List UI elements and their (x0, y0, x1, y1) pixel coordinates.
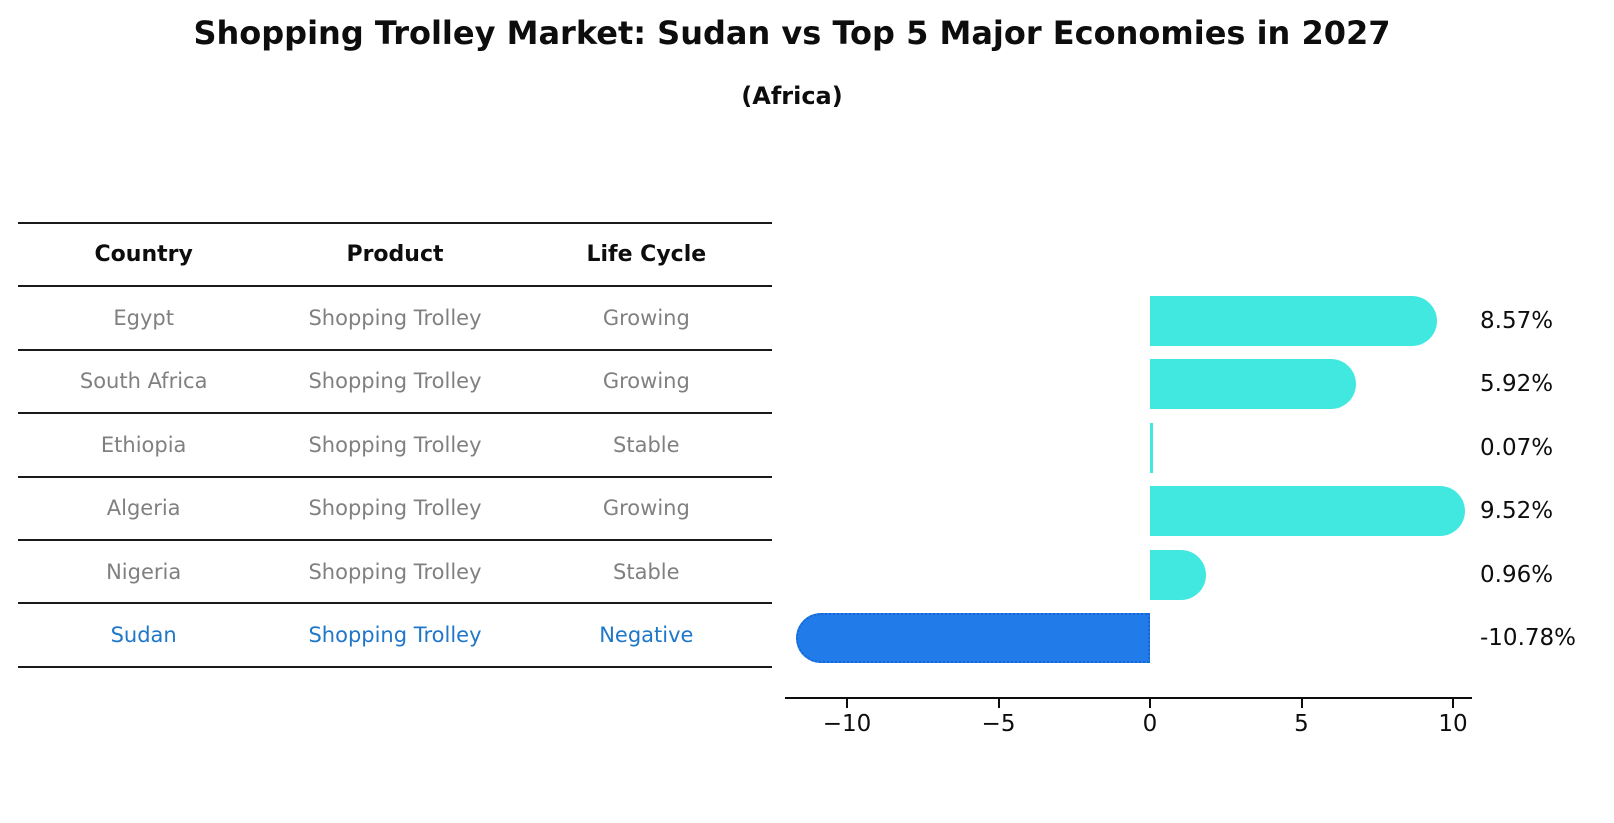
table-cell-product: Shopping Trolley (308, 432, 482, 457)
x-axis-tick (1452, 699, 1454, 708)
bar-egypt (1150, 296, 1437, 346)
table-cell-country: South Africa (79, 369, 208, 394)
table-cell-country: Ethiopia (100, 432, 187, 457)
table-row-sudan: Sudan Shopping Trolley Negative (18, 604, 772, 668)
bar-value-label: -10.78% (1480, 625, 1576, 651)
table-cell-product: Shopping Trolley (308, 623, 482, 648)
bar-value-label: 8.57% (1480, 308, 1554, 334)
bar-ethiopia (1150, 422, 1153, 473)
x-axis-tick-label: −5 (981, 711, 1016, 737)
x-axis-tick-label: 5 (1294, 711, 1309, 737)
table-cell-life-cycle: Stable (613, 559, 680, 584)
table-cell-life-cycle: Stable (613, 432, 680, 457)
table-header-row: Country Product Life Cycle (18, 224, 772, 288)
table-header-life-cycle: Life Cycle (586, 242, 707, 268)
table-row-ethiopia: Ethiopia Shopping Trolley Stable (18, 414, 772, 478)
table-row-south-africa: South Africa Shopping Trolley Growing (18, 351, 772, 415)
table-row-algeria: Algeria Shopping Trolley Growing (18, 478, 772, 541)
bar-algeria (1150, 486, 1466, 537)
x-axis-tick (1149, 699, 1151, 708)
table-cell-country: Egypt (113, 306, 174, 331)
table-cell-country: Algeria (106, 496, 181, 521)
bar-value-label: 9.52% (1480, 498, 1554, 525)
x-axis-tick (997, 699, 1000, 708)
x-axis-tick-label: 10 (1438, 711, 1468, 737)
page-subtitle: (Africa) (741, 82, 843, 110)
bar-value-label: 5.92% (1480, 371, 1554, 398)
data-table: Country Product Life Cycle Egypt Shopping… (18, 222, 772, 668)
table-header-country: Country (94, 242, 193, 268)
table-row-nigeria: Nigeria Shopping Trolley Stable (18, 541, 772, 605)
table-cell-life-cycle: Growing (602, 369, 690, 394)
bar-nigeria (1150, 549, 1207, 600)
table-row-egypt: Egypt Shopping Trolley Growing (18, 287, 772, 351)
page-title: Shopping Trolley Market: Sudan vs Top 5 … (193, 14, 1391, 52)
bar-value-label: 0.96% (1480, 561, 1554, 588)
x-axis-tick (846, 699, 848, 708)
table-cell-product: Shopping Trolley (308, 496, 482, 521)
x-axis-tick-label: 0 (1142, 711, 1158, 737)
x-axis-line (785, 697, 1472, 699)
x-axis-tick (1300, 699, 1303, 708)
table-cell-life-cycle: Growing (602, 496, 690, 521)
bar-value-label: 0.07% (1480, 434, 1554, 461)
bar-sudan (796, 613, 1150, 663)
table-cell-product: Shopping Trolley (308, 369, 482, 394)
x-axis-tick-label: −10 (822, 711, 872, 737)
table-header-product: Product (346, 242, 444, 268)
bar-south-africa (1150, 359, 1357, 410)
table-cell-life-cycle: Growing (602, 306, 690, 331)
table-cell-country: Nigeria (106, 559, 182, 584)
table-cell-country: Sudan (110, 623, 177, 648)
table-cell-life-cycle: Negative (599, 623, 694, 648)
table-cell-product: Shopping Trolley (308, 559, 482, 584)
table-cell-product: Shopping Trolley (308, 306, 482, 331)
